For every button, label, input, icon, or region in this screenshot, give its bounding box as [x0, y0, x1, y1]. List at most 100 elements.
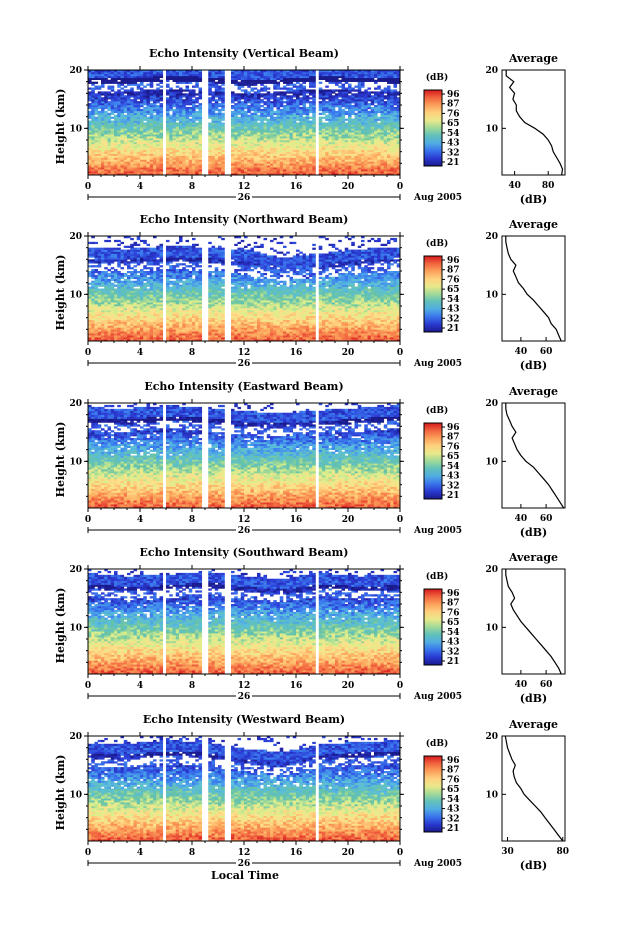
heatmap-cell — [329, 123, 333, 125]
heatmap-cell — [371, 78, 375, 80]
heatmap-cell — [95, 146, 99, 148]
heatmap-cell — [351, 134, 355, 136]
heatmap-cell — [293, 128, 297, 130]
heatmap-cell — [231, 99, 235, 101]
chart-title: Echo Intensity (Northward Beam) — [140, 213, 349, 226]
heatmap-cell — [280, 121, 284, 123]
heatmap-cell — [140, 72, 144, 74]
heatmap-cell — [169, 134, 173, 136]
heatmap-cell — [335, 165, 339, 167]
heatmap-cell — [166, 165, 170, 167]
heatmap-cell — [325, 159, 329, 161]
heatmap-cell — [189, 91, 193, 93]
heatmap-cell — [124, 158, 128, 160]
heatmap-cell — [98, 294, 102, 296]
heatmap-cell — [192, 130, 196, 132]
heatmap-cell — [88, 316, 92, 318]
heatmap-cell — [358, 113, 362, 115]
heatmap-cell — [260, 80, 264, 82]
heatmap-cell — [351, 109, 355, 111]
heatmap-cell — [348, 171, 352, 173]
heatmap-cell — [192, 161, 196, 163]
heatmap-cell — [306, 126, 310, 128]
heatmap-cell — [270, 169, 274, 171]
heatmap-cell — [234, 123, 238, 125]
heatmap-cell — [179, 140, 183, 142]
heatmap-cell — [260, 113, 264, 115]
heatmap-cell — [218, 142, 222, 144]
heatmap-cell — [130, 140, 134, 142]
heatmap-cell — [111, 88, 115, 90]
heatmap-cell — [189, 72, 193, 74]
heatmap-cell — [192, 165, 196, 167]
heatmap-cell — [104, 159, 108, 161]
heatmap-cell — [241, 84, 245, 86]
heatmap-cell — [377, 109, 381, 111]
heatmap-cell — [322, 89, 326, 91]
heatmap-cell — [270, 111, 274, 113]
heatmap-cell — [95, 152, 99, 154]
heatmap-cell — [117, 78, 121, 80]
heatmap-cell — [140, 154, 144, 156]
heatmap-cell — [127, 107, 131, 109]
heatmap-cell — [231, 161, 235, 163]
heatmap-cell — [147, 163, 151, 165]
heatmap-cell — [374, 146, 378, 148]
heatmap-cell — [143, 134, 147, 136]
heatmap-cell — [150, 159, 154, 161]
heatmap-cell — [342, 161, 346, 163]
heatmap-cell — [387, 159, 391, 161]
heatmap-cell — [267, 72, 271, 74]
heatmap-cell — [101, 298, 105, 300]
heatmap-cell — [150, 165, 154, 167]
heatmap-cell — [286, 132, 290, 134]
heatmap-cell — [260, 167, 264, 169]
heatmap-cell — [286, 154, 290, 156]
heatmap-cell — [381, 163, 385, 165]
heatmap-cell — [283, 165, 287, 167]
heatmap-cell — [348, 97, 352, 99]
heatmap-cell — [319, 132, 323, 134]
heatmap-cell — [215, 103, 219, 105]
heatmap-cell — [104, 267, 108, 269]
heatmap-cell — [309, 152, 313, 154]
heatmap-cell — [108, 337, 112, 339]
heatmap-cell — [264, 72, 268, 74]
heatmap-cell — [244, 82, 248, 84]
heatmap-cell — [283, 111, 287, 113]
heatmap-cell — [104, 119, 108, 121]
heatmap-cell — [215, 171, 219, 173]
heatmap-cell — [208, 124, 212, 126]
heatmap-cell — [127, 82, 131, 84]
heatmap-cell — [338, 72, 342, 74]
heatmap-cell — [127, 91, 131, 93]
heatmap-cell — [195, 93, 199, 95]
heatmap-cell — [238, 99, 242, 101]
heatmap-cell — [312, 159, 316, 161]
heatmap-cell — [104, 123, 108, 125]
heatmap-cell — [91, 132, 95, 134]
heatmap-cell — [231, 119, 235, 121]
heatmap-cell — [192, 105, 196, 107]
heatmap-cell — [108, 80, 112, 82]
heatmap-cell — [150, 105, 154, 107]
heatmap-cell — [117, 134, 121, 136]
heatmap-cell — [345, 140, 349, 142]
heatmap-cell — [192, 132, 196, 134]
heatmap-cell — [98, 91, 102, 93]
heatmap-cell — [384, 146, 388, 148]
heatmap-cell — [387, 128, 391, 130]
heatmap-cell — [166, 111, 170, 113]
heatmap-cell — [264, 97, 268, 99]
heatmap-cell — [299, 142, 303, 144]
heatmap-cell — [117, 74, 121, 76]
heatmap-cell — [195, 134, 199, 136]
profile-x-label: (dB) — [520, 193, 547, 206]
heatmap-cell — [270, 117, 274, 119]
heatmap-cell — [160, 82, 164, 84]
heatmap-cell — [121, 115, 125, 117]
heatmap-cell — [264, 89, 268, 91]
heatmap-cell — [104, 150, 108, 152]
heatmap-cell — [355, 165, 359, 167]
heatmap-cell — [91, 134, 95, 136]
